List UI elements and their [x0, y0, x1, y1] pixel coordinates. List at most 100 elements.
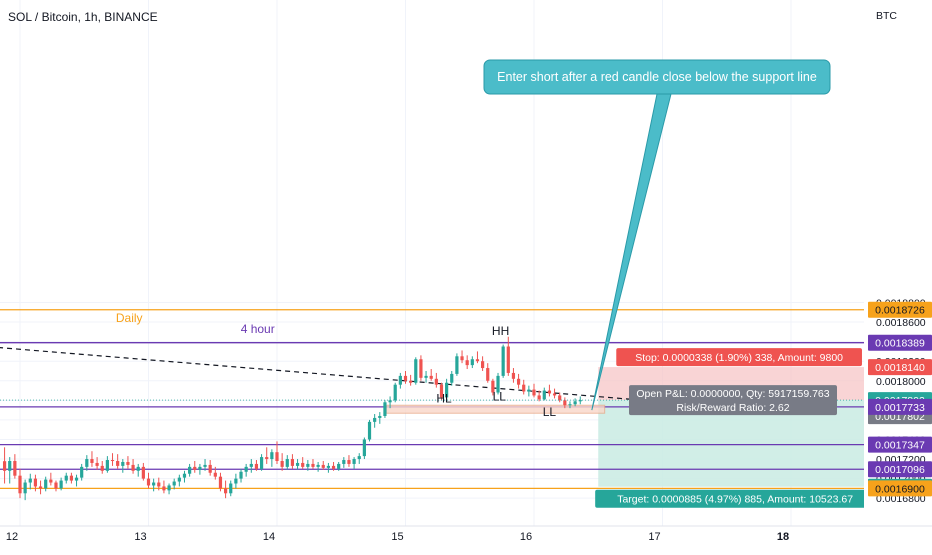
price-badge-bg	[868, 334, 932, 351]
candle-body	[141, 466, 145, 479]
chart-title: SOL / Bitcoin, 1h, BINANCE	[8, 10, 158, 24]
candle-body	[49, 479, 53, 483]
candle-body	[259, 457, 264, 469]
candle-body	[445, 382, 449, 398]
x-tick-label: 15	[391, 531, 403, 543]
candle-body	[193, 466, 197, 470]
candle-body	[352, 459, 356, 464]
candle-body	[496, 375, 500, 393]
candle-body	[13, 461, 17, 476]
candle-body	[54, 482, 58, 489]
price-badge-text: 0.0017347	[875, 440, 925, 452]
candle-body	[136, 466, 140, 471]
candle-body	[367, 421, 372, 440]
candle-body	[116, 461, 120, 466]
candle-body	[563, 400, 567, 406]
candle-body	[162, 486, 166, 491]
candle-body	[306, 463, 310, 467]
candle-body	[511, 372, 516, 379]
candle-body	[558, 395, 562, 401]
y-tick-label: 0.0018000	[876, 376, 926, 388]
candle-body	[218, 476, 223, 489]
candle-body	[516, 378, 521, 385]
candle-body	[270, 452, 274, 460]
candle-body	[146, 478, 151, 486]
candle-body	[275, 452, 279, 462]
price-badge-bg	[868, 359, 932, 376]
candle-body	[80, 466, 84, 478]
support-zone	[385, 404, 606, 414]
candle-body	[532, 389, 536, 396]
pnl-box: Open P&L: 0.0000000, Qty: 5917159.763 Ris…	[629, 385, 837, 416]
rr-label: Risk/Reward Ratio: 2.62	[676, 402, 789, 414]
candle-body	[398, 375, 402, 385]
candle-body	[506, 346, 510, 373]
candle-body	[239, 471, 243, 479]
candle-body	[295, 462, 300, 466]
candle-body	[121, 461, 125, 466]
candle-body	[537, 395, 541, 400]
stop-label-bg	[616, 348, 862, 367]
candle-body	[131, 464, 135, 471]
annotation-label: 4 hour	[241, 322, 275, 336]
candle-body	[59, 480, 63, 489]
candle-body	[100, 465, 104, 471]
candle-body	[439, 384, 444, 398]
candle-body	[38, 486, 43, 489]
candle-body	[224, 488, 228, 494]
candle-body	[578, 400, 582, 402]
candle-body	[8, 461, 12, 471]
candle-body	[249, 463, 253, 467]
target-label-bg	[595, 489, 876, 508]
candle-body	[229, 483, 233, 494]
x-tick-label: 12	[6, 531, 18, 543]
currency-label: BTC	[876, 10, 897, 22]
candle-body	[69, 475, 73, 481]
candle-body	[2, 461, 7, 471]
price-badge-bg	[868, 436, 932, 453]
price-badge-bg	[868, 301, 932, 318]
price-badge-text: 0.0016900	[875, 483, 925, 495]
candle-body	[373, 417, 377, 422]
candle-body	[501, 346, 505, 376]
price-badge: 0.0017347	[868, 436, 932, 453]
candle-body	[167, 485, 171, 491]
callout-text: Enter short after a red candle close bel…	[497, 70, 817, 84]
candle-body	[527, 389, 531, 392]
price-badge: 0.0016900	[868, 480, 932, 497]
candle-body	[409, 380, 413, 383]
candle-body	[450, 373, 454, 383]
target-label: Target: 0.0000885 (4.97%) 885, Amount: 1…	[595, 489, 876, 508]
price-badge: 0.0017733	[868, 398, 932, 415]
annotation-label: HH	[492, 324, 509, 338]
annotation-label: LL	[493, 389, 507, 403]
candle-body	[157, 482, 161, 487]
price-badge-bg	[868, 461, 932, 478]
candle-body	[475, 359, 480, 362]
candle-body	[182, 473, 187, 478]
candle-body	[105, 460, 109, 471]
x-tick-label: 18	[777, 531, 789, 543]
candle-body	[74, 477, 79, 481]
candle-body	[321, 464, 325, 468]
candle-body	[347, 460, 351, 464]
candle-body	[198, 466, 202, 470]
candle-body	[18, 475, 22, 494]
candle-body	[64, 475, 68, 481]
candle-body	[393, 384, 397, 401]
candle-body	[383, 402, 387, 416]
candle-body	[208, 464, 212, 473]
price-badge: 0.0018389	[868, 334, 932, 351]
candle-body	[326, 465, 330, 468]
candle-body	[337, 463, 341, 469]
candle-body	[522, 384, 526, 392]
candle-body	[547, 390, 552, 394]
candle-body	[290, 459, 295, 466]
candle-body	[491, 380, 495, 393]
candle-body	[316, 464, 320, 467]
annotation-label: Daily	[116, 311, 143, 325]
candle-body	[568, 404, 572, 406]
trendline	[0, 347, 740, 409]
